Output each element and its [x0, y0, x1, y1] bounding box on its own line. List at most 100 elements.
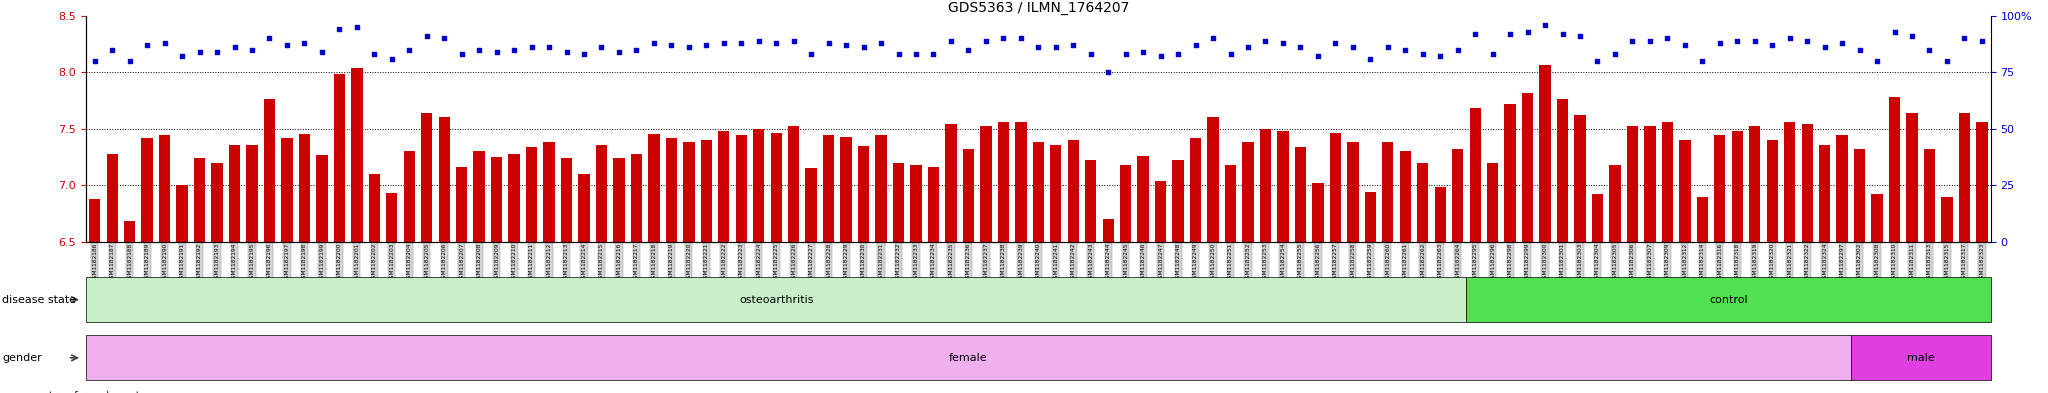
Bar: [719, 131, 729, 242]
Bar: [1294, 147, 1307, 242]
Bar: [684, 142, 694, 242]
Point: [864, 40, 897, 46]
Bar: [1260, 129, 1272, 242]
Point: [463, 46, 496, 53]
Point: [1634, 37, 1667, 44]
Point: [1755, 42, 1788, 48]
Point: [1511, 28, 1544, 35]
Bar: [1348, 142, 1358, 242]
Bar: [840, 137, 852, 242]
Point: [1563, 33, 1595, 39]
Bar: [1208, 118, 1219, 242]
Bar: [334, 74, 344, 242]
Bar: [893, 163, 905, 242]
Point: [1284, 44, 1317, 50]
Point: [1896, 33, 1929, 39]
Point: [1004, 35, 1036, 41]
Bar: [176, 185, 188, 242]
Bar: [457, 167, 467, 242]
Bar: [106, 154, 119, 242]
Bar: [438, 118, 451, 242]
Bar: [473, 151, 485, 242]
Point: [1110, 51, 1143, 57]
Point: [586, 44, 618, 50]
Bar: [387, 193, 397, 242]
Bar: [403, 151, 416, 242]
Bar: [299, 134, 309, 242]
Point: [1790, 37, 1823, 44]
Point: [899, 51, 932, 57]
Point: [1493, 31, 1526, 37]
Point: [1092, 69, 1124, 75]
Point: [1720, 37, 1753, 44]
Bar: [1452, 149, 1464, 242]
Bar: [1466, 277, 1991, 322]
Point: [1372, 44, 1405, 50]
Title: GDS5363 / ILMN_1764207: GDS5363 / ILMN_1764207: [948, 1, 1128, 15]
Text: ■: ■: [25, 389, 37, 393]
Point: [1948, 35, 1980, 41]
Bar: [1540, 65, 1550, 242]
Point: [1389, 46, 1421, 53]
Point: [741, 37, 774, 44]
Point: [1126, 49, 1159, 55]
Point: [340, 24, 373, 30]
Bar: [1329, 133, 1341, 242]
Bar: [631, 154, 643, 242]
Bar: [981, 127, 991, 242]
Bar: [1120, 165, 1130, 242]
Point: [1686, 58, 1718, 64]
Bar: [1802, 124, 1812, 242]
Bar: [997, 122, 1010, 242]
Point: [1022, 44, 1055, 50]
Bar: [1243, 142, 1253, 242]
Bar: [1851, 335, 1991, 380]
Bar: [788, 127, 799, 242]
Text: female: female: [948, 353, 987, 363]
Point: [1599, 51, 1632, 57]
Bar: [858, 146, 868, 242]
Bar: [1575, 115, 1585, 242]
Bar: [1749, 127, 1761, 242]
Point: [829, 42, 862, 48]
Point: [672, 44, 705, 50]
Point: [1458, 31, 1491, 37]
Bar: [1645, 127, 1655, 242]
Bar: [195, 158, 205, 242]
Point: [1966, 37, 1999, 44]
Bar: [1399, 151, 1411, 242]
Point: [1057, 42, 1090, 48]
Bar: [911, 165, 922, 242]
Point: [1442, 46, 1475, 53]
Bar: [1958, 113, 1970, 242]
Bar: [492, 157, 502, 242]
Bar: [1470, 108, 1481, 242]
Bar: [1907, 113, 1917, 242]
Point: [532, 44, 565, 50]
Point: [324, 26, 356, 33]
Point: [182, 49, 215, 55]
Bar: [1714, 136, 1726, 242]
Point: [602, 49, 635, 55]
Point: [1808, 44, 1841, 50]
Point: [1354, 55, 1386, 62]
Bar: [543, 142, 555, 242]
Point: [813, 40, 846, 46]
Text: disease state: disease state: [2, 295, 76, 305]
Point: [621, 46, 653, 53]
Point: [393, 46, 426, 53]
Bar: [805, 168, 817, 242]
Point: [690, 42, 723, 48]
Bar: [1872, 194, 1882, 242]
Bar: [1556, 99, 1569, 242]
Bar: [612, 158, 625, 242]
Text: transformed count: transformed count: [49, 391, 139, 393]
Point: [725, 40, 758, 46]
Point: [1196, 35, 1229, 41]
Point: [96, 46, 129, 53]
Point: [481, 49, 514, 55]
Bar: [1313, 183, 1323, 242]
Text: male: male: [1907, 353, 1935, 363]
Point: [707, 40, 739, 46]
Point: [201, 49, 233, 55]
